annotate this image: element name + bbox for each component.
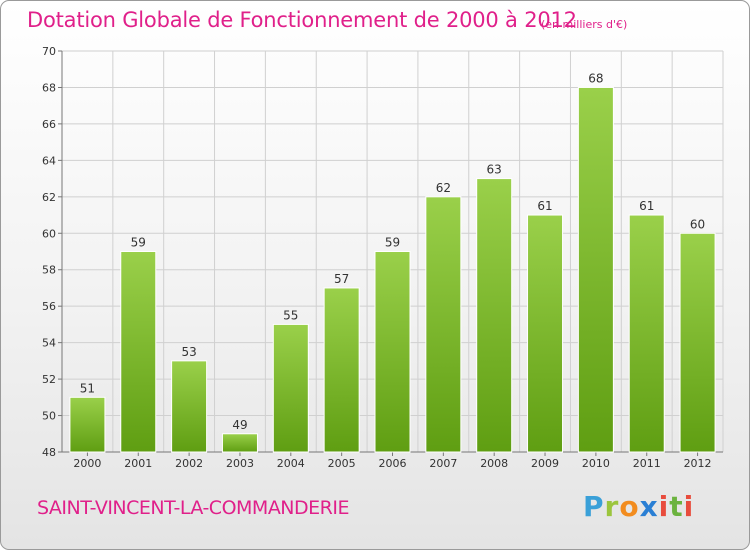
x-tick-label: 2006 (379, 457, 407, 470)
x-tick-label: 2008 (480, 457, 508, 470)
chart-title: Dotation Globale de Fonctionnement de 20… (27, 8, 577, 32)
bar-2011 (628, 214, 665, 453)
bar-2004 (272, 323, 309, 453)
y-tick-label: 62 (42, 191, 56, 204)
y-tick-label: 54 (42, 337, 56, 350)
y-tick-label: 56 (42, 300, 56, 313)
bar-2001 (120, 251, 157, 453)
y-tick-label: 64 (42, 154, 56, 167)
x-tick-label: 2002 (175, 457, 203, 470)
y-tick-label: 52 (42, 373, 56, 386)
y-tick-label: 70 (42, 45, 56, 58)
data-label: 61 (537, 199, 552, 213)
x-tick-label: 2009 (531, 457, 559, 470)
x-tick-label: 2000 (73, 457, 101, 470)
bar-2005 (323, 287, 360, 453)
data-label: 59 (131, 236, 146, 250)
x-tick-label: 2007 (429, 457, 457, 470)
chart-subtitle: (en milliers d'€) (541, 18, 628, 31)
bar-2010 (577, 86, 614, 453)
y-tick-label: 58 (42, 264, 56, 277)
y-tick-label: 48 (42, 446, 56, 459)
x-tick-label: 2003 (226, 457, 254, 470)
y-tick-label: 60 (42, 227, 56, 240)
y-tick-label: 68 (42, 81, 56, 94)
y-tick-label: 50 (42, 410, 56, 423)
bars (69, 86, 716, 453)
labels: 51 2000 59 2001 53 2002 49 2003 55 2004 57 2005 59 20… (73, 71, 711, 470)
data-label: 55 (283, 308, 298, 322)
data-label: 51 (80, 381, 95, 395)
data-label: 63 (487, 163, 502, 177)
x-tick-label: 2001 (124, 457, 152, 470)
x-tick-label: 2004 (277, 457, 305, 470)
bar-2007 (425, 196, 462, 453)
x-tick-label: 2012 (684, 457, 712, 470)
commune-name: SAINT-VINCENT-LA-COMMANDERIE (37, 497, 349, 519)
data-label: 59 (385, 236, 400, 250)
bar-chart: 48 50 52 54 56 58 60 62 64 66 68 70 51 2000 59 2001 53 2… (42, 45, 724, 470)
bar-2008 (476, 178, 513, 453)
x-tick-label: 2005 (328, 457, 356, 470)
y-tick-label: 66 (42, 118, 56, 131)
x-tick-label: 2010 (582, 457, 610, 470)
bar-2012 (679, 232, 716, 453)
data-label: 49 (232, 418, 247, 432)
bar-2000 (69, 396, 106, 453)
bar-2003 (221, 433, 258, 453)
data-label: 61 (639, 199, 654, 213)
data-label: 68 (588, 71, 603, 85)
bar-2002 (171, 360, 208, 453)
proxiti-logo[interactable]: Proxiti (583, 490, 695, 523)
bar-2009 (527, 214, 564, 453)
data-label: 57 (334, 272, 349, 286)
x-tick-label: 2011 (633, 457, 661, 470)
bar-2006 (374, 251, 411, 453)
data-label: 53 (181, 345, 196, 359)
data-label: 62 (436, 181, 451, 195)
data-label: 60 (690, 217, 705, 231)
